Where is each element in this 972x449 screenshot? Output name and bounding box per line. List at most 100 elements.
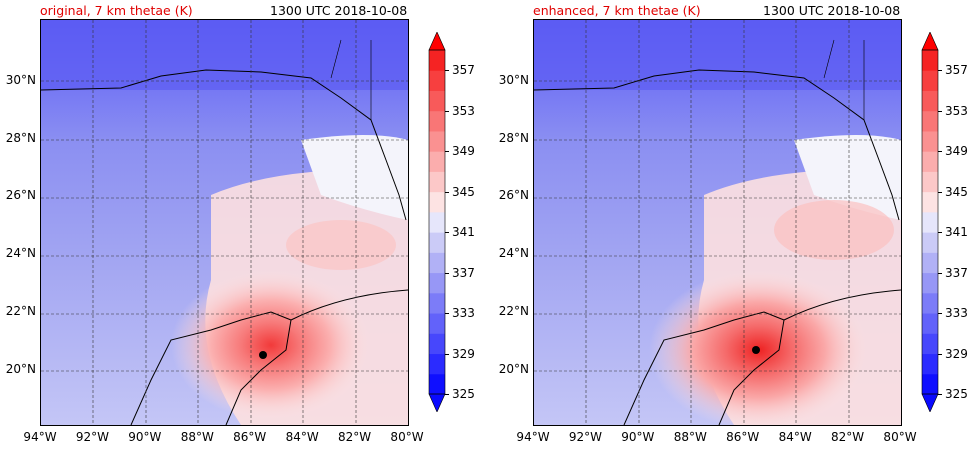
colorbar-bin [922,313,938,334]
colorbar-bin [922,110,938,132]
map-original [40,19,409,426]
colorbar-bin [429,292,445,314]
colorbar-tick [938,191,942,193]
colorbar-extend-low [428,393,446,413]
lon-tick-label: 86°W [726,430,760,444]
storm-center-marker [259,351,267,359]
colorbar-tick [445,232,449,234]
map-enhanced-svg [534,20,901,425]
map-original-svg [41,20,408,425]
colorbar-original: 325 329 333 337 341 345 349 353 357 [428,31,475,413]
lon-tick-label: 94°W [516,430,550,444]
lon-tick-label: 94°W [23,430,57,444]
colorbar-bin [429,50,445,71]
colorbar-bin [429,90,445,112]
lat-tick-label: 30°N [498,72,529,87]
colorbar-bin [429,373,445,395]
colorbar-bin [429,333,445,355]
lat-tick-label: 24°N [498,246,529,261]
lon-tick-label: 82°W [337,430,372,444]
colorbar-bin [922,272,938,294]
colorbar-bin [429,171,445,193]
colorbar-bin [922,191,938,213]
lat-tick-label: 20°N [498,362,529,377]
colorbar-tick [445,70,449,72]
colorbar-extend-high [428,31,446,51]
colorbar-label: 341 [945,225,968,240]
colorbar-tick [938,272,942,274]
lon-tick-label: 86°W [233,430,267,444]
colorbar-bin [922,333,938,355]
colorbar-bin [922,232,938,253]
lon-tick-label: 92°W [75,430,109,444]
colorbar-bin [429,110,445,132]
colorbar-bin [429,211,445,233]
colorbar-bin [922,171,938,193]
colorbar-bin [429,313,445,334]
colorbar-bin [922,373,938,395]
colorbar-label: 333 [452,306,475,321]
colorbar-tick [938,110,942,112]
colorbar-label: 333 [945,306,968,321]
colorbar-bin [429,191,445,213]
colorbar-bin [922,151,938,172]
colorbar-label: 337 [945,265,968,280]
colorbar-bin [429,151,445,172]
storm-center-marker [752,346,760,354]
colorbar-bin [922,252,938,274]
colorbar-svg [428,31,446,413]
lon-tick-label: 90°W [128,430,162,444]
colorbar-label: 357 [945,63,968,78]
lon-tick-label: 84°W [778,430,812,444]
colorbar-label: 349 [945,144,968,159]
colorbar-label: 345 [945,184,968,199]
colorbar-tick [938,353,942,355]
colorbar-bin [922,211,938,233]
lat-tick-label: 24°N [5,246,36,261]
colorbar-bin [922,50,938,71]
colorbar-bin [922,70,938,91]
panel-time: 1300 UTC 2018-10-08 [270,3,408,18]
colorbar-bin [429,232,445,253]
lat-tick-label: 26°N [5,188,36,203]
panel-time: 1300 UTC 2018-10-08 [763,3,901,18]
colorbar-tick [445,151,449,153]
colorbar-bin [429,353,445,375]
colorbar-bin [429,130,445,152]
colorbar-bin [429,70,445,91]
colorbar-label: 337 [452,265,475,280]
lon-tick-label: 82°W [830,430,865,444]
colorbar-enhanced: 325 329 333 337 341 345 349 353 357 [921,31,968,413]
colorbar-svg [921,31,939,413]
lat-tick-label: 28°N [498,130,529,145]
colorbar-label: 353 [452,103,475,118]
colorbar-extend-low [921,393,939,413]
lat-tick-label: 22°N [498,304,529,319]
colorbar-label: 353 [945,103,968,118]
lon-tick-label: 84°W [285,430,319,444]
lon-tick-label: 92°W [568,430,602,444]
colorbar-tick [938,313,942,315]
colorbar-tick [445,191,449,193]
lon-tick-label: 80°W [390,430,424,444]
lat-tick-label: 26°N [498,188,529,203]
colorbar-tick [938,151,942,153]
colorbar-bin [922,130,938,152]
colorbar-tick [445,394,449,395]
colorbar-label: 329 [945,346,968,361]
lat-tick-label: 20°N [5,362,36,377]
colorbar-tick [938,70,942,72]
colorbar-bin [922,353,938,375]
colorbar-label: 349 [452,144,475,159]
lat-tick-label: 22°N [5,304,36,319]
colorbar-bin [429,272,445,294]
colorbar-label: 329 [452,346,475,361]
colorbar-label: 357 [452,63,475,78]
colorbar-bin [922,90,938,112]
lon-tick-label: 88°W [673,430,707,444]
colorbar-label: 345 [452,184,475,199]
colorbar-extend-high [921,31,939,51]
lon-tick-label: 80°W [883,430,917,444]
colorbar-label: 325 [945,387,968,401]
colorbar-tick [938,232,942,234]
